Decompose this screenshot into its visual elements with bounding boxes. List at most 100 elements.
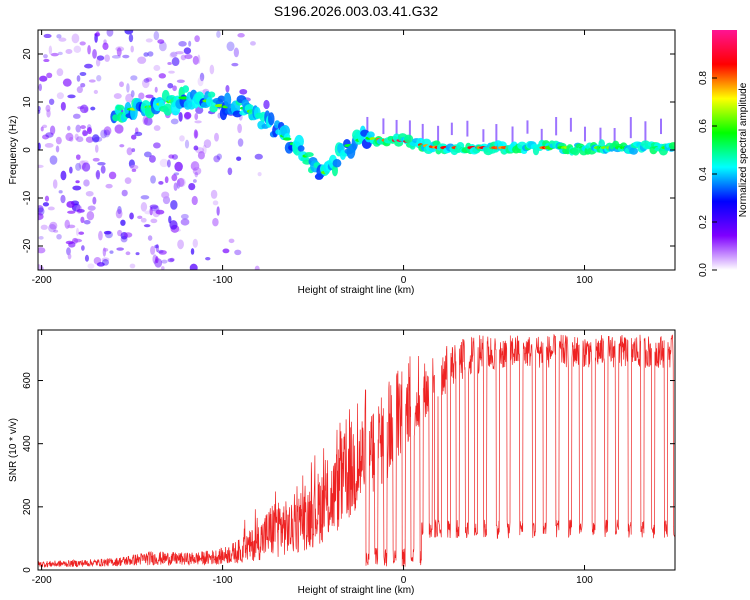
spectrogram-noise-blob (83, 219, 91, 225)
spectrogram-noise-blob (79, 71, 87, 77)
spectrogram-noise-blob (111, 54, 121, 59)
spectrogram-noise-blob (250, 41, 256, 46)
spectrogram-noise-blob (43, 54, 48, 59)
spectrogram-streak (629, 117, 632, 139)
spectrogram-noise-blob (76, 208, 85, 213)
spectrogram-noise-blob (103, 248, 109, 252)
spectrogram-noise-blob (167, 83, 174, 89)
spectrogram-noise-blob (38, 212, 44, 221)
spectrogram-noise-blob (69, 166, 73, 174)
spectrogram-noise-blob (188, 182, 196, 191)
spectrogram-streak (366, 116, 369, 134)
spectrogram-ridge-mark (366, 131, 375, 139)
spectrogram-noise-blob (150, 175, 156, 184)
spectrogram-noise-blob (158, 181, 164, 185)
spectrogram-noise-blob (183, 111, 192, 120)
spectrogram-noise-blob (228, 238, 235, 244)
spectrogram-noise-blob (155, 243, 159, 253)
spectrogram-noise-blob (119, 144, 125, 148)
spectrogram-noise-blob (155, 209, 165, 215)
snr-axes: -200 -100 0 100 0 200 400 600 (22, 330, 675, 586)
spectrogram-streak (482, 129, 485, 142)
spectrogram-noise-blob (158, 73, 167, 79)
spectrogram-noise-blob (62, 78, 72, 87)
spectrogram-noise-blob (193, 129, 198, 139)
spectrogram-noise-blob (81, 245, 85, 251)
spectrogram-noise-blob (97, 161, 106, 166)
spectrogram-noise-blob (98, 230, 103, 241)
spectrogram-noise-blob (101, 258, 109, 266)
spectrogram-y-tick-label: -10 (22, 190, 33, 205)
spectrogram-streak (495, 124, 498, 149)
spectrogram-noise-blob (134, 131, 143, 137)
spectrogram-noise-blob (123, 232, 133, 238)
spectrogram-noise-blob (159, 158, 169, 168)
spectrogram-noise-blob (199, 72, 205, 82)
spectrogram-streak (421, 123, 424, 140)
spectrogram-noise-blob (227, 167, 233, 176)
spectrogram-noise-blob (216, 206, 220, 216)
snr-y-tick-label: 0 (22, 567, 33, 573)
spectrogram-noise-blob (131, 168, 137, 172)
snr-x-tick-label: -200 (32, 575, 52, 586)
spectrogram-noise-blob (148, 155, 156, 163)
spectrogram-noise-blob (254, 265, 260, 270)
spectrogram-noise-blob (38, 106, 41, 112)
spectrogram-noise-blob (173, 182, 178, 191)
spectrogram-noise-blob (109, 250, 114, 254)
spectrogram-noise-blob (212, 217, 219, 227)
spectrogram-noise-blob (126, 83, 130, 93)
spectrogram-noise-blob (149, 204, 159, 209)
spectrogram-noise-blob (166, 159, 171, 168)
spectrogram-noise-blob (172, 85, 177, 92)
spectrogram-x-tick-label: -200 (32, 275, 52, 286)
colorbar-tick-label: 0.2 (698, 215, 709, 229)
spectrogram-noise-blob (147, 235, 153, 241)
spectrogram-noise-blob (177, 177, 186, 188)
spectrogram-noise-blob (86, 211, 95, 221)
spectrogram-noise-blob (159, 41, 167, 52)
spectrogram-noise-blob (231, 62, 239, 67)
spectrogram-noise-blob (203, 139, 212, 149)
spectrogram-noise-blob (184, 54, 193, 60)
spectrogram-noise-blob (177, 178, 185, 187)
spectrogram-noise-blob (143, 116, 153, 126)
snr-x-tick-label: 100 (576, 575, 593, 586)
spectrogram-noise-blob (180, 218, 190, 226)
spectrogram-noise-blob (90, 106, 96, 111)
spectrogram-streak (555, 117, 558, 136)
spectrogram-streak (382, 118, 385, 135)
spectrogram-noise-blob (155, 256, 159, 264)
spectrogram-noise-blob (56, 68, 64, 77)
spectrogram-noise-blob (164, 176, 169, 184)
spectrogram-noise-blob (130, 90, 135, 98)
spectrogram-noise-blob (71, 33, 80, 44)
spectrogram-noise-blob (66, 247, 71, 256)
spectrogram-noise-blob (113, 93, 122, 100)
spectrogram-noise-blob (150, 205, 160, 212)
spectrogram-noise-blob (80, 216, 85, 224)
spectrogram-noise-blob (175, 51, 184, 55)
spectrogram-noise-blob (75, 162, 82, 171)
spectrogram-noise-blob (95, 58, 101, 67)
spectrogram-noise-blob (64, 219, 70, 229)
spectrogram-noise-blob (167, 62, 172, 66)
spectrogram-ridge-mark (267, 112, 275, 126)
spectrogram-noise-blob (56, 233, 62, 240)
spectrogram-noise-blob (80, 125, 86, 130)
spectrogram-noise-blob (143, 78, 150, 83)
spectrogram-noise-blob (190, 161, 200, 171)
spectrogram-noise-blob (125, 251, 131, 256)
spectrogram-noise-blob (81, 162, 91, 172)
spectrogram-noise-blob (114, 124, 124, 134)
spectrogram-noise-blob (38, 247, 46, 254)
spectrogram-noise-blob (170, 51, 178, 58)
spectrogram-noise-blob (49, 155, 58, 165)
spectrogram-noise-blob (177, 239, 184, 250)
spectrogram-noise-blob (60, 170, 67, 181)
spectrogram-noise-blob (38, 83, 42, 92)
spectrogram-noise-blob (140, 217, 147, 223)
spectrogram-noise-blob (79, 41, 86, 46)
spectrogram-noise-blob (115, 46, 125, 52)
